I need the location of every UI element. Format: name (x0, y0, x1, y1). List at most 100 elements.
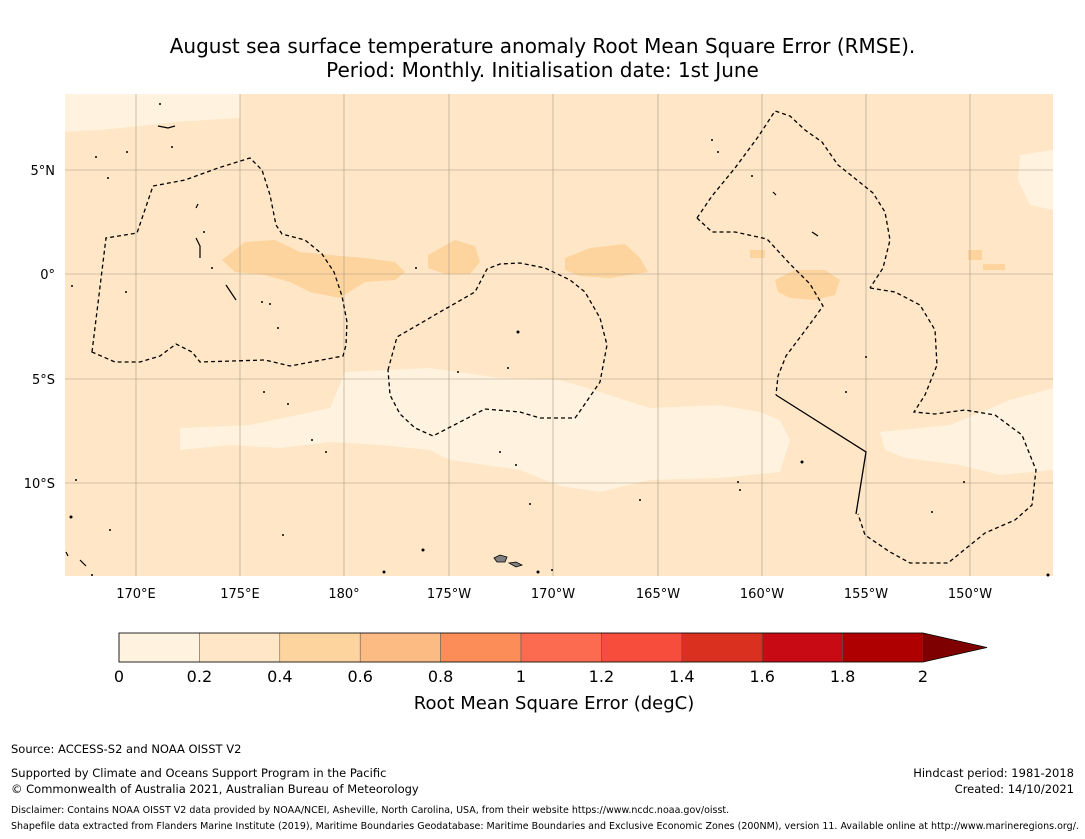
lon-tick-label: 155°W (844, 587, 888, 602)
atoll (865, 356, 867, 358)
atoll (126, 151, 128, 153)
colorbar-segment (601, 632, 683, 663)
atoll (277, 327, 279, 329)
rmse-low-patch-east (880, 388, 1053, 475)
colorbar-segment (440, 632, 522, 663)
lat-tick-label: 5°S (32, 373, 55, 388)
rmse-high-patch-east (565, 244, 648, 278)
atoll (269, 303, 271, 305)
atoll (263, 391, 265, 393)
rmse-low-patch-northwest (65, 94, 240, 132)
rmse-high-patch-far-east (775, 270, 840, 300)
atoll (421, 548, 425, 552)
lat-tick-label: 10°S (24, 477, 55, 492)
island-outline-8 (79, 559, 87, 567)
hindcast-period-text: Hindcast period: 1981-2018 (913, 766, 1074, 780)
source-text: Source: ACCESS-S2 and NOAA OISST V2 (11, 742, 242, 756)
island-outline-5 (811, 231, 819, 237)
lon-tick-label: 170°E (116, 587, 156, 602)
created-date-text: Created: 14/10/2021 (954, 782, 1074, 796)
atoll (91, 574, 93, 576)
colorbar-tick-label: 0.2 (187, 667, 212, 686)
title-line-1: August sea surface temperature anomaly R… (169, 34, 916, 58)
atoll (457, 371, 459, 373)
copyright-text: © Commonwealth of Australia 2021, Austra… (11, 782, 419, 796)
atoll (551, 569, 553, 571)
colorbar-labels: 0 0.2 0.4 0.6 0.8 1 1.2 1.4 1.6 1.8 2 (114, 667, 928, 686)
colorbar-tick-label: 1.8 (830, 667, 855, 686)
lon-tick-label: 165°W (636, 587, 680, 602)
eez-phoenix (387, 262, 608, 437)
island-outline-3 (195, 237, 201, 258)
colorbar-tick-label: 1.4 (669, 667, 694, 686)
island-outline-4 (225, 284, 237, 301)
atoll (499, 451, 501, 453)
colorbar-extend-arrow (923, 633, 987, 662)
atoll (931, 511, 933, 513)
colorbar-segment (359, 632, 441, 663)
supported-text: Supported by Climate and Oceans Support … (11, 766, 387, 780)
colorbar-tick-label: 1.6 (749, 667, 774, 686)
atoll (261, 301, 263, 303)
colorbar-segment (199, 632, 281, 663)
rmse-field-base (65, 94, 1053, 576)
atoll (515, 464, 517, 466)
colorbar-tick-label: 2 (918, 667, 928, 686)
atoll (75, 479, 77, 481)
atolls (69, 103, 1050, 577)
atoll (171, 146, 173, 148)
disclaimer-text: Disclaimer: Contains NOAA OISST V2 data … (11, 805, 730, 816)
land-samoa (493, 554, 524, 568)
atoll (711, 139, 713, 141)
atoll (717, 151, 719, 153)
atoll (282, 534, 284, 536)
eez-solid-boundary (775, 394, 867, 515)
atoll (415, 267, 417, 269)
colorbar-tick-label: 0.8 (428, 667, 453, 686)
rmse-high-patch-west (222, 240, 405, 298)
atoll (845, 391, 847, 393)
atoll (739, 489, 741, 491)
lon-tick-label: 150°W (948, 587, 992, 602)
lon-tick-labels: 170°E 175°E 180° 175°W 170°W 165°W 160°W… (116, 587, 992, 602)
rmse-low-patch-northeast (1018, 150, 1053, 210)
colorbar-title: Root Mean Square Error (degC) (414, 693, 695, 714)
atoll (1046, 573, 1050, 577)
atoll (751, 175, 753, 177)
colorbar (118, 632, 988, 663)
island-outline-6 (772, 191, 777, 196)
lat-tick-label: 5°N (31, 164, 56, 179)
eez-line-islands-north (696, 110, 891, 289)
colorbar-segment (520, 632, 602, 663)
island-outline-1 (157, 125, 176, 129)
atoll (109, 529, 111, 531)
eez-line-islands-south (857, 287, 1037, 564)
atoll (529, 503, 531, 505)
rmse-high-patch-small-1 (750, 250, 765, 258)
eez-kiribati-gilbert (91, 157, 348, 367)
lon-tick-label: 175°W (427, 587, 471, 602)
colorbar-tick-label: 0 (114, 667, 124, 686)
samoa-island-2 (507, 561, 524, 568)
colorbar-segment (842, 632, 924, 663)
lon-tick-label: 160°W (740, 587, 784, 602)
atoll (382, 570, 386, 574)
samoa-island-1 (493, 554, 508, 563)
atoll (69, 515, 73, 519)
island-outline-7 (65, 551, 69, 557)
atoll (159, 103, 161, 105)
atoll (536, 570, 540, 574)
atoll (963, 481, 965, 483)
colorbar-tick-label: 0.4 (267, 667, 292, 686)
title-line-2: Period: Monthly. Initialisation date: 1s… (326, 58, 759, 82)
colorbar-tick-label: 0.6 (347, 667, 372, 686)
colorbar-outline (118, 632, 988, 663)
atoll (95, 156, 97, 158)
atoll (737, 481, 739, 483)
shapefile-credit-text: Shapefile data extracted from Flanders M… (11, 821, 1079, 832)
lon-tick-label: 170°W (531, 587, 575, 602)
lat-tick-label: 0° (40, 268, 55, 283)
atoll (125, 291, 127, 293)
atoll (203, 231, 205, 233)
atoll (71, 285, 73, 287)
